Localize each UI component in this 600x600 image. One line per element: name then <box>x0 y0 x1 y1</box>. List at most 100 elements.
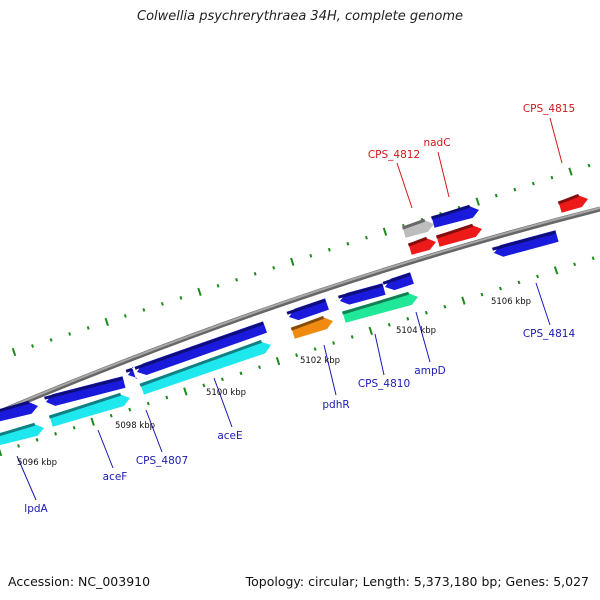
leader-aceE <box>213 377 233 428</box>
gene-CPS_4810-blue-shadow <box>338 283 383 299</box>
tick-mark <box>424 310 428 315</box>
kbp-labels: 5096 kbp 5098 kbp 5100 kbp 5102 kbp 5104 kbp… <box>17 297 531 468</box>
tick-mark <box>290 257 295 266</box>
gene-aceE-shadow <box>139 339 263 387</box>
tick-mark <box>499 286 502 291</box>
gene-ampD <box>382 272 414 291</box>
tick-mark <box>104 317 109 327</box>
leader-lpdA <box>16 455 37 501</box>
tick-mark <box>0 448 3 457</box>
tick-mark <box>142 308 146 312</box>
kbp-label: 5106 kbp <box>491 297 531 307</box>
tick-mark <box>368 326 373 336</box>
leader-CPS_4814 <box>535 282 551 326</box>
map-title: Colwellia psychrerythraea 34H, complete … <box>137 9 463 24</box>
gene-aceE-blue-shadow <box>134 321 264 370</box>
leader-aceF <box>97 429 114 469</box>
gene-CPS_4807-small-body <box>128 366 138 379</box>
tick-mark <box>35 438 39 442</box>
accession-text: Accession: NC_003910 <box>8 574 151 589</box>
tick-mark <box>494 193 498 198</box>
gene-CPS_4815 <box>557 193 588 213</box>
tick-mark <box>272 265 276 270</box>
topology-summary: Topology: circular; Length: 5,373,180 bp… <box>245 574 589 589</box>
gene-lpdA-body <box>0 424 44 446</box>
tick-mark <box>587 163 591 168</box>
tick-mark <box>346 241 350 246</box>
label-CPS_4815: CPS_4815 <box>523 103 575 115</box>
gene-CPS_4814-shadow <box>492 230 556 251</box>
label-aceE: aceE <box>217 430 242 442</box>
tick-mark <box>382 227 388 236</box>
gene-CPS_4810-blue <box>338 283 386 305</box>
tick-mark <box>128 407 132 412</box>
tick-mark <box>68 332 72 336</box>
tick-mark <box>90 417 95 426</box>
label-leaders <box>16 117 563 501</box>
gene-nadC-blue-body <box>431 206 479 228</box>
tick-mark <box>475 197 480 206</box>
gene-CPS_4812-shadow <box>407 236 428 247</box>
gene-CPS_4807-small <box>125 366 138 379</box>
kbp-label: 5098 kbp <box>115 421 155 431</box>
tick-mark <box>295 353 299 357</box>
label-nadC: nadC <box>423 137 450 149</box>
gene-lpdA-shadow <box>0 422 36 437</box>
tick-mark <box>406 316 410 321</box>
tick-mark <box>54 432 58 436</box>
gene-nadC-blue <box>431 204 479 228</box>
tick-mark <box>513 187 517 192</box>
tick-mark <box>550 175 554 180</box>
tick-mark <box>123 314 127 318</box>
tick-mark <box>568 167 573 176</box>
gene-aceF-shadow <box>48 392 122 419</box>
tick-mark <box>350 335 354 339</box>
leader-CPS_4810 <box>374 333 385 376</box>
gene-CPS_4807-small-shadow <box>125 367 133 373</box>
gene-CPS_4810-body <box>342 293 418 323</box>
tick-mark <box>49 338 53 342</box>
gene-pdhR <box>290 315 333 339</box>
gene-nadC-blue-shadow <box>431 204 471 220</box>
leader-nadC <box>437 151 450 198</box>
kbp-label: 5096 kbp <box>17 458 57 468</box>
tick-mark <box>531 181 535 186</box>
tick-mark <box>109 413 113 418</box>
tick-mark <box>31 344 34 348</box>
label-CPS_4812: CPS_4812 <box>368 149 420 161</box>
label-pdhR: pdhR <box>322 399 349 411</box>
genome-backbone-highlight <box>0 207 600 412</box>
tick-mark <box>202 383 206 388</box>
leader-pdhR <box>323 344 337 396</box>
tick-mark <box>480 292 484 297</box>
label-ampD: ampD <box>414 365 445 377</box>
gene-CPS_4815-shadow <box>557 193 580 205</box>
tick-mark <box>239 371 243 376</box>
tick-mark <box>11 347 17 357</box>
gene-features <box>0 193 588 446</box>
tick-mark <box>72 425 76 430</box>
tick-mark <box>443 304 447 309</box>
gene-lpdA <box>0 422 44 446</box>
kbp-label: 5102 kbp <box>300 356 340 366</box>
gene-aceE-blue <box>134 321 267 376</box>
tick-mark <box>309 253 313 258</box>
tick-mark <box>220 377 224 382</box>
kbp-label: 5104 kbp <box>396 326 436 336</box>
gene-CPS_4810 <box>342 291 418 323</box>
tick-mark <box>332 341 336 345</box>
tick-marks <box>0 163 595 457</box>
tick-mark <box>253 271 257 276</box>
gene-aceE <box>139 339 271 395</box>
gene-aceF <box>48 392 130 427</box>
tick-mark <box>165 395 169 400</box>
label-aceF: aceF <box>103 471 128 483</box>
gene-nadC-shadow <box>435 223 474 239</box>
gene-pdhR-blue-shadow <box>286 298 326 315</box>
gene-nadC <box>435 223 482 247</box>
gene-nadC-body <box>436 225 482 247</box>
tick-mark <box>160 302 164 306</box>
tick-mark <box>17 444 20 448</box>
kbp-label: 5100 kbp <box>206 388 246 398</box>
